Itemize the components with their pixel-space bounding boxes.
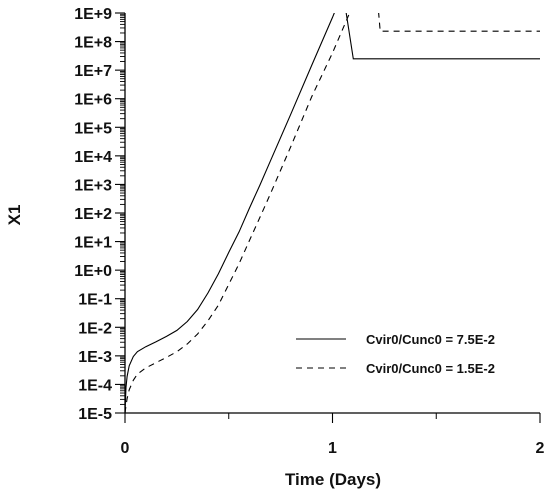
series-line-1 xyxy=(125,13,540,414)
y-tick-label: 1E+4 xyxy=(74,149,112,166)
x-axis-title: Time (Days) xyxy=(285,470,381,489)
y-tick-label: 1E+6 xyxy=(74,92,112,109)
y-tick-label: 1E+9 xyxy=(74,6,112,23)
x-axis: 0 1 2 xyxy=(121,412,545,457)
series-line-2 xyxy=(125,13,540,414)
y-tick-label: 1E-4 xyxy=(78,377,112,394)
y-tick-label: 1E-3 xyxy=(78,349,112,366)
y-tick-label: 1E+5 xyxy=(74,120,112,137)
y-tick-label: 1E+7 xyxy=(74,63,112,80)
y-tick-label: 1E+2 xyxy=(74,206,112,223)
x-tick-label: 0 xyxy=(121,440,130,457)
x-tick-label: 1 xyxy=(328,440,337,457)
y-tick-label: 1E+1 xyxy=(74,235,112,252)
legend: Cvir0/Cunc0 = 7.5E-2 Cvir0/Cunc0 = 1.5E-2 xyxy=(296,332,495,376)
y-tick-label: 1E-2 xyxy=(78,320,112,337)
y-axis: 1E-5 1E-4 1E-3 1E-2 1E-1 1E+0 1E+1 1E+2 1E+3 1E+4… xyxy=(74,6,126,423)
series-lines xyxy=(125,13,540,414)
y-axis-title: X1 xyxy=(5,205,24,226)
y-tick-label: 1E+8 xyxy=(74,35,112,52)
x-tick-label: 2 xyxy=(536,440,545,457)
y-tick-label: 1E-5 xyxy=(78,406,112,423)
y-tick-label: 1E+0 xyxy=(74,263,112,280)
y-tick-label: 1E-1 xyxy=(78,292,112,309)
legend-label-2: Cvir0/Cunc0 = 1.5E-2 xyxy=(366,361,495,376)
legend-label-1: Cvir0/Cunc0 = 7.5E-2 xyxy=(366,332,495,347)
y-tick-label: 1E+3 xyxy=(74,177,112,194)
